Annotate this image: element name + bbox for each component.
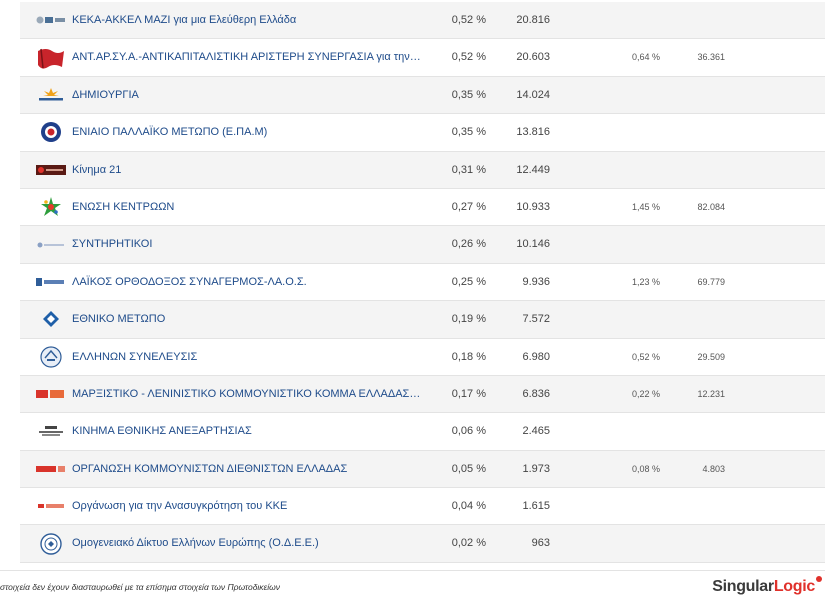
party-name-link[interactable]: ΜΑΡΞΙΣΤΙΚΟ - ΛΕΝΙΝΙΣΤΙΚΟ ΚΟΜΜΟΥΝΙΣΤΙΚΟ Κ… bbox=[72, 387, 422, 400]
table-row: ΚΙΝΗΜΑ ΕΘΝΙΚΗΣ ΑΝΕΞΑΡΤΗΣΙΑΣ 0,06 % 2.465 bbox=[20, 413, 825, 451]
vote-count: 10.933 bbox=[516, 200, 550, 213]
vote-count: 1.973 bbox=[522, 462, 550, 475]
enosi-kentroon-star-icon bbox=[36, 197, 66, 217]
brand-logic-text: Logic bbox=[773, 578, 815, 595]
previous-vote-percentage: 1,23 % bbox=[631, 276, 660, 287]
vote-count: 9.936 bbox=[522, 275, 550, 288]
kinima21-logo-icon bbox=[36, 160, 66, 180]
laos-logo-icon bbox=[36, 272, 66, 292]
oakke-logo-icon bbox=[36, 496, 66, 516]
previous-vote-percentage: 0,64 % bbox=[631, 52, 660, 63]
party-name-link[interactable]: ΛΑΪΚΟΣ ΟΡΘΟΔΟΞΟΣ ΣΥΝΑΓΕΡΜΟΣ-ΛΑ.Ο.Σ. bbox=[72, 275, 307, 288]
disclaimer-note: στοιχεία δεν έχουν διασταυρωθεί με τα επ… bbox=[0, 582, 281, 592]
party-name-link[interactable]: Κίνημα 21 bbox=[72, 163, 122, 176]
previous-vote-count: 82.084 bbox=[697, 201, 725, 212]
previous-vote-percentage: 0,22 % bbox=[631, 388, 660, 399]
party-name-link[interactable]: Ομογενειακό Δίκτυο Ελλήνων Ευρώπης (Ο.Δ.… bbox=[72, 537, 319, 550]
party-name-link[interactable]: Οργάνωση για την Ανασυγκρότηση του ΚΚΕ bbox=[72, 500, 288, 513]
vote-count: 13.816 bbox=[516, 126, 550, 139]
vote-percentage: 0,26 % bbox=[451, 238, 486, 251]
previous-vote-percentage: 1,45 % bbox=[631, 201, 660, 212]
table-row: ΕΝΩΣΗ ΚΕΝΤΡΩΩΝ 0,27 % 10.933 1,45 % 82.0… bbox=[20, 189, 825, 227]
previous-vote-percentage: 0,08 % bbox=[631, 463, 660, 474]
table-row: Κίνημα 21 0,31 % 12.449 bbox=[20, 151, 825, 189]
vote-percentage: 0,06 % bbox=[451, 425, 486, 438]
previous-vote-count: 29.509 bbox=[697, 351, 725, 362]
party-name-link[interactable]: ΑΝΤ.ΑΡ.ΣΥ.Α.-ΑΝΤΙΚΑΠΙΤΑΛΙΣΤΙΚΗ ΑΡΙΣΤΕΡΗ … bbox=[72, 51, 422, 64]
vote-percentage: 0,31 % bbox=[451, 163, 486, 176]
kinima-ethnikis-logo-icon bbox=[36, 421, 66, 441]
vote-percentage: 0,18 % bbox=[451, 350, 486, 363]
vote-percentage: 0,25 % bbox=[451, 275, 486, 288]
antarsya-flag-icon bbox=[36, 48, 66, 69]
vote-percentage: 0,27 % bbox=[451, 200, 486, 213]
vote-percentage: 0,52 % bbox=[451, 14, 486, 26]
vote-count: 7.572 bbox=[522, 313, 550, 326]
vote-count: 6.980 bbox=[522, 350, 550, 363]
vote-percentage: 0,02 % bbox=[451, 537, 486, 550]
epam-round-logo-icon bbox=[36, 122, 66, 143]
vote-percentage: 0,19 % bbox=[451, 313, 486, 326]
vote-count: 20.603 bbox=[516, 51, 550, 64]
party-name-link[interactable]: ΔΗΜΙΟΥΡΓΙΑ bbox=[72, 88, 139, 101]
vote-count: 6.836 bbox=[522, 387, 550, 400]
results-table: ΚΕΚΑ-ΑΚΚΕΛ ΜΑΖΙ για μια Ελεύθερη Ελλάδα … bbox=[20, 2, 825, 563]
vote-percentage: 0,04 % bbox=[451, 500, 486, 513]
odee-seal-icon bbox=[36, 532, 66, 555]
table-row: ΑΝΤ.ΑΡ.ΣΥ.Α.-ΑΝΤΙΚΑΠΙΤΑΛΙΣΤΙΚΗ ΑΡΙΣΤΕΡΗ … bbox=[20, 39, 825, 77]
vote-percentage: 0,35 % bbox=[451, 88, 486, 101]
vote-count: 1.615 bbox=[522, 500, 550, 513]
table-row: ΕΝΙΑΙΟ ΠΑΛΛΑΪΚΟ ΜΕΤΩΠΟ (Ε.ΠΑ.Μ) 0,35 % 1… bbox=[20, 114, 825, 152]
party-name-link[interactable]: ΕΝΩΣΗ ΚΕΝΤΡΩΩΝ bbox=[72, 200, 175, 213]
table-row: ΜΑΡΞΙΣΤΙΚΟ - ΛΕΝΙΝΙΣΤΙΚΟ ΚΟΜΜΟΥΝΙΣΤΙΚΟ Κ… bbox=[20, 375, 825, 414]
party-name-link[interactable]: ΕΛΛΗΝΩΝ ΣΥΝΕΛΕΥΣΙΣ bbox=[72, 350, 198, 363]
table-row: ΟΡΓΑΝΩΣΗ ΚΟΜΜΟΥΝΙΣΤΩΝ ΔΙΕΘΝΙΣΤΩΝ ΕΛΛΑΔΑΣ… bbox=[20, 450, 825, 489]
party-name-link[interactable]: ΣΥΝΤΗΡΗΤΙΚΟΙ bbox=[72, 238, 153, 251]
vote-count: 10.146 bbox=[516, 238, 550, 251]
vote-count: 12.449 bbox=[516, 163, 550, 176]
previous-vote-count: 4.803 bbox=[702, 463, 725, 474]
vote-percentage: 0,52 % bbox=[451, 51, 486, 64]
party-name-link[interactable]: ΕΘΝΙΚΟ ΜΕΤΩΠΟ bbox=[72, 313, 166, 326]
vote-count: 14.024 bbox=[516, 88, 550, 101]
previous-vote-count: 69.779 bbox=[697, 276, 725, 287]
vote-percentage: 0,35 % bbox=[451, 126, 486, 139]
table-row: ΣΥΝΤΗΡΗΤΙΚΟΙ 0,26 % 10.146 bbox=[20, 226, 825, 264]
party-name-link[interactable]: ΟΡΓΑΝΩΣΗ ΚΟΜΜΟΥΝΙΣΤΩΝ ΔΙΕΘΝΙΣΤΩΝ ΕΛΛΑΔΑΣ bbox=[72, 462, 348, 475]
vote-count: 2.465 bbox=[522, 425, 550, 438]
ellinon-syneleusis-round-icon bbox=[36, 346, 66, 368]
vote-percentage: 0,17 % bbox=[451, 387, 486, 400]
party-name-link[interactable]: ΚΕΚΑ-ΑΚΚΕΛ ΜΑΖΙ για μια Ελεύθερη Ελλάδα bbox=[72, 14, 297, 26]
brand-singular-text: Singular bbox=[712, 578, 774, 595]
previous-vote-count: 12.231 bbox=[697, 388, 725, 399]
ethniko-metopo-diamond-icon bbox=[36, 309, 66, 329]
singularlogic-logo: SingularLogic bbox=[712, 576, 822, 596]
previous-vote-percentage: 0,52 % bbox=[631, 351, 660, 362]
okde-logo-icon bbox=[36, 459, 66, 479]
ml-kke-logo-icon bbox=[36, 384, 66, 404]
table-row: ΕΘΝΙΚΟ ΜΕΤΩΠΟ 0,19 % 7.572 bbox=[20, 301, 825, 339]
dimiourgia-logo-icon bbox=[36, 85, 66, 105]
table-row: Ομογενειακό Δίκτυο Ελλήνων Ευρώπης (Ο.Δ.… bbox=[20, 525, 825, 563]
table-row: ΛΑΪΚΟΣ ΟΡΘΟΔΟΞΟΣ ΣΥΝΑΓΕΡΜΟΣ-ΛΑ.Ο.Σ. 0,25… bbox=[20, 264, 825, 302]
keka-akkel-logo-icon bbox=[36, 10, 66, 30]
table-row: Οργάνωση για την Ανασυγκρότηση του ΚΚΕ 0… bbox=[20, 488, 825, 526]
vote-count: 963 bbox=[531, 537, 550, 550]
footer-divider bbox=[0, 570, 825, 571]
table-row: ΚΕΚΑ-ΑΚΚΕΛ ΜΑΖΙ για μια Ελεύθερη Ελλάδα … bbox=[20, 2, 825, 40]
table-row: ΕΛΛΗΝΩΝ ΣΥΝΕΛΕΥΣΙΣ 0,18 % 6.980 0,52 % 2… bbox=[20, 339, 825, 376]
party-name-link[interactable]: ΚΙΝΗΜΑ ΕΘΝΙΚΗΣ ΑΝΕΞΑΡΤΗΣΙΑΣ bbox=[72, 425, 252, 438]
vote-percentage: 0,05 % bbox=[451, 462, 486, 475]
brand-dot-icon bbox=[816, 576, 822, 582]
vote-count: 20.816 bbox=[516, 14, 550, 26]
syntiritikoi-logo-icon bbox=[36, 235, 66, 255]
party-name-link[interactable]: ΕΝΙΑΙΟ ΠΑΛΛΑΪΚΟ ΜΕΤΩΠΟ (Ε.ΠΑ.Μ) bbox=[72, 126, 268, 139]
previous-vote-count: 36.361 bbox=[697, 52, 725, 63]
table-row: ΔΗΜΙΟΥΡΓΙΑ 0,35 % 14.024 bbox=[20, 76, 825, 115]
